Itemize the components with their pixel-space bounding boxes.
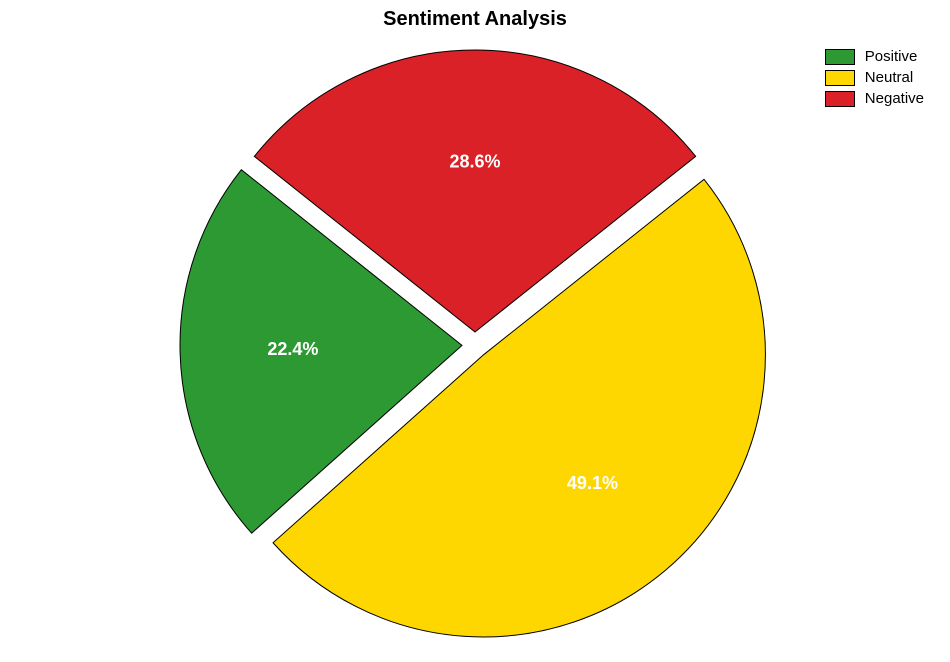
legend: Positive Neutral Negative [825,48,924,111]
legend-item-neutral: Neutral [825,69,924,86]
legend-item-positive: Positive [825,48,924,65]
pie-svg: 28.6% 49.1% 22.4% [0,0,950,662]
legend-swatch-positive [825,49,855,65]
pie-slice-label-positive: 22.4% [267,339,318,359]
legend-label-positive: Positive [865,48,918,65]
pie-slice-label-negative: 28.6% [449,152,500,172]
legend-swatch-neutral [825,70,855,86]
legend-swatch-negative [825,91,855,107]
sentiment-pie-chart: Sentiment Analysis 28.6%49.1%22.4% Posit… [0,0,950,662]
legend-item-negative: Negative [825,90,924,107]
pie-slice-label-neutral: 49.1% [567,473,618,493]
legend-label-negative: Negative [865,90,924,107]
legend-label-neutral: Neutral [865,69,913,86]
